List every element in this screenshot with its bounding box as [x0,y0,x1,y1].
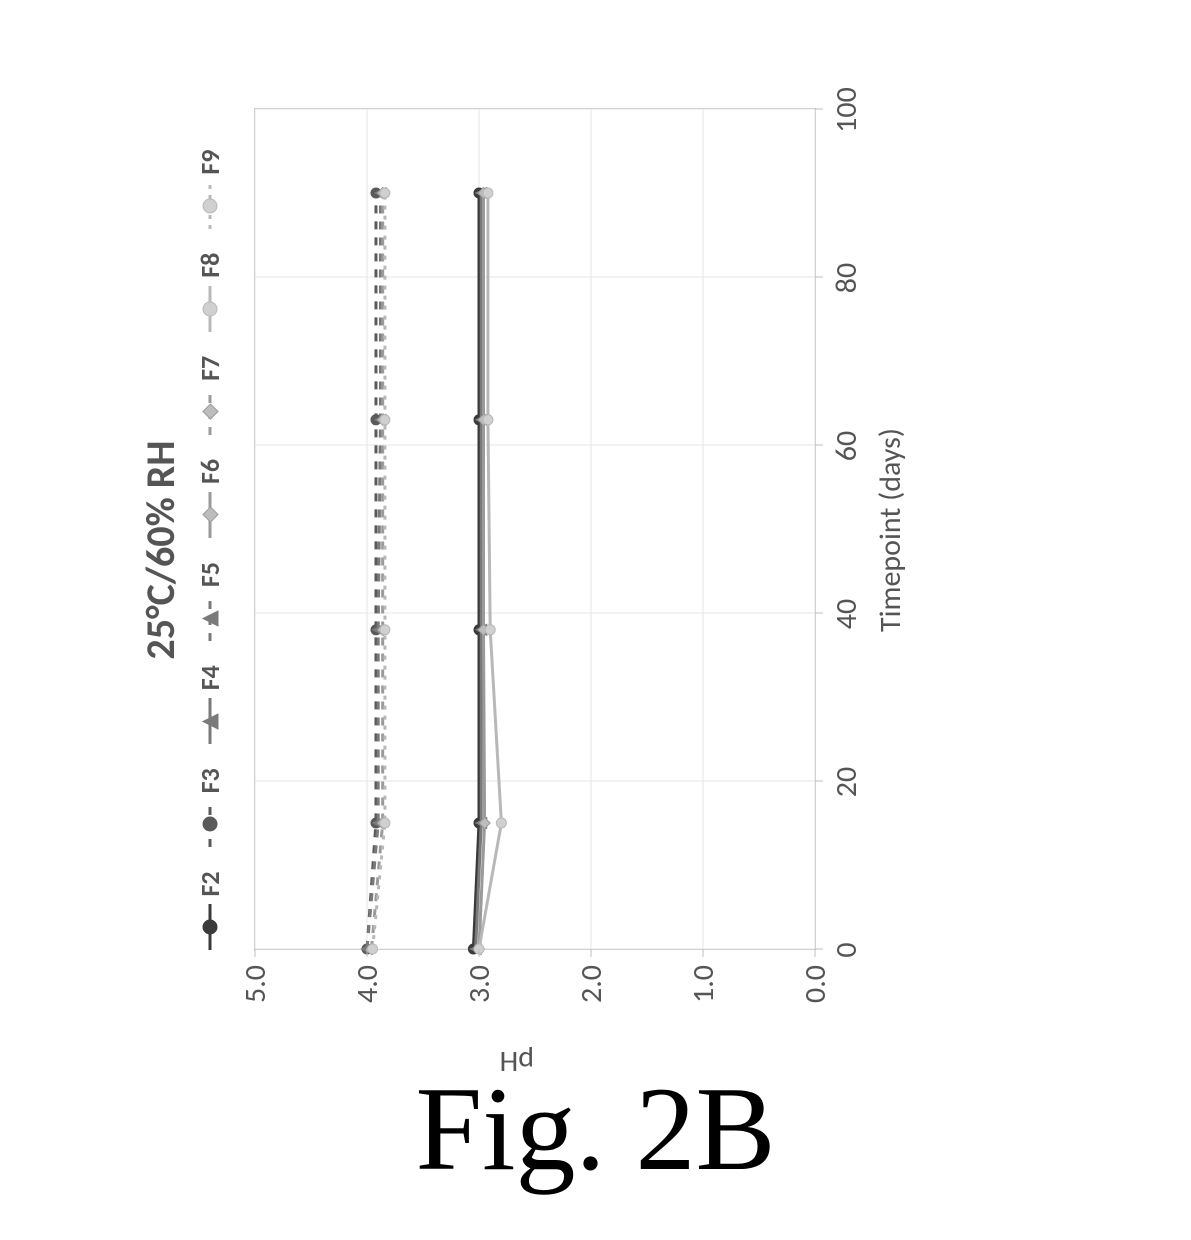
x-tick-label: 60 [828,416,865,476]
legend-item: F9 [194,150,226,229]
legend-label: F4 [194,665,226,690]
y-tick-label: 1.0 [685,965,722,1020]
series-marker [483,188,493,198]
x-tick-label: 100 [828,80,865,140]
series-line [473,193,479,949]
series-line [367,193,376,949]
series-marker [380,415,390,425]
plot-svg [255,109,815,949]
y-tick-label: 5.0 [237,965,274,1020]
x-tick-label: 40 [828,584,865,644]
legend-item: F7 [194,356,226,435]
figure-caption: Fig. 2B [0,1060,1191,1198]
legend-label: F5 [194,562,226,587]
chart-title: 25°C/60% RH [136,0,185,1100]
y-tick-label: 4.0 [349,965,386,1020]
series-marker [380,625,390,635]
legend-label: F6 [194,459,226,484]
figure-rotated-container: 25°C/60% RH F2 F3 F4 F5 [136,0,1056,1100]
series-marker [485,625,495,635]
series-marker [368,944,378,954]
chart-legend: F2 F3 F4 F5 F6 [194,40,226,1060]
gridlines [255,109,815,949]
x-axis-label: Timepoint (days) [872,110,909,950]
legend-item: F2 [194,871,226,950]
axis-ticks [255,109,823,957]
series-marker [496,818,506,828]
legend-label: F2 [194,871,226,896]
legend-label: F7 [194,356,226,381]
page-root: 25°C/60% RH F2 F3 F4 F5 [0,0,1191,1240]
y-tick-label: 3.0 [461,965,498,1020]
x-tick-label: 20 [828,752,865,812]
legend-item: F4 [194,665,226,744]
legend-item: F3 [194,768,226,847]
x-tick-label: 80 [828,248,865,308]
legend-label: F3 [194,768,226,793]
legend-item: F8 [194,253,226,332]
series-marker [380,188,390,198]
y-tick-label: 2.0 [573,965,610,1020]
plot-area [254,108,816,950]
x-tick-label: 0 [828,920,865,980]
legend-item: F5 [194,562,226,641]
series-marker [380,818,390,828]
series-marker [483,415,493,425]
legend-item: F6 [194,459,226,538]
legend-label: F9 [194,150,226,175]
legend-label: F8 [194,253,226,278]
